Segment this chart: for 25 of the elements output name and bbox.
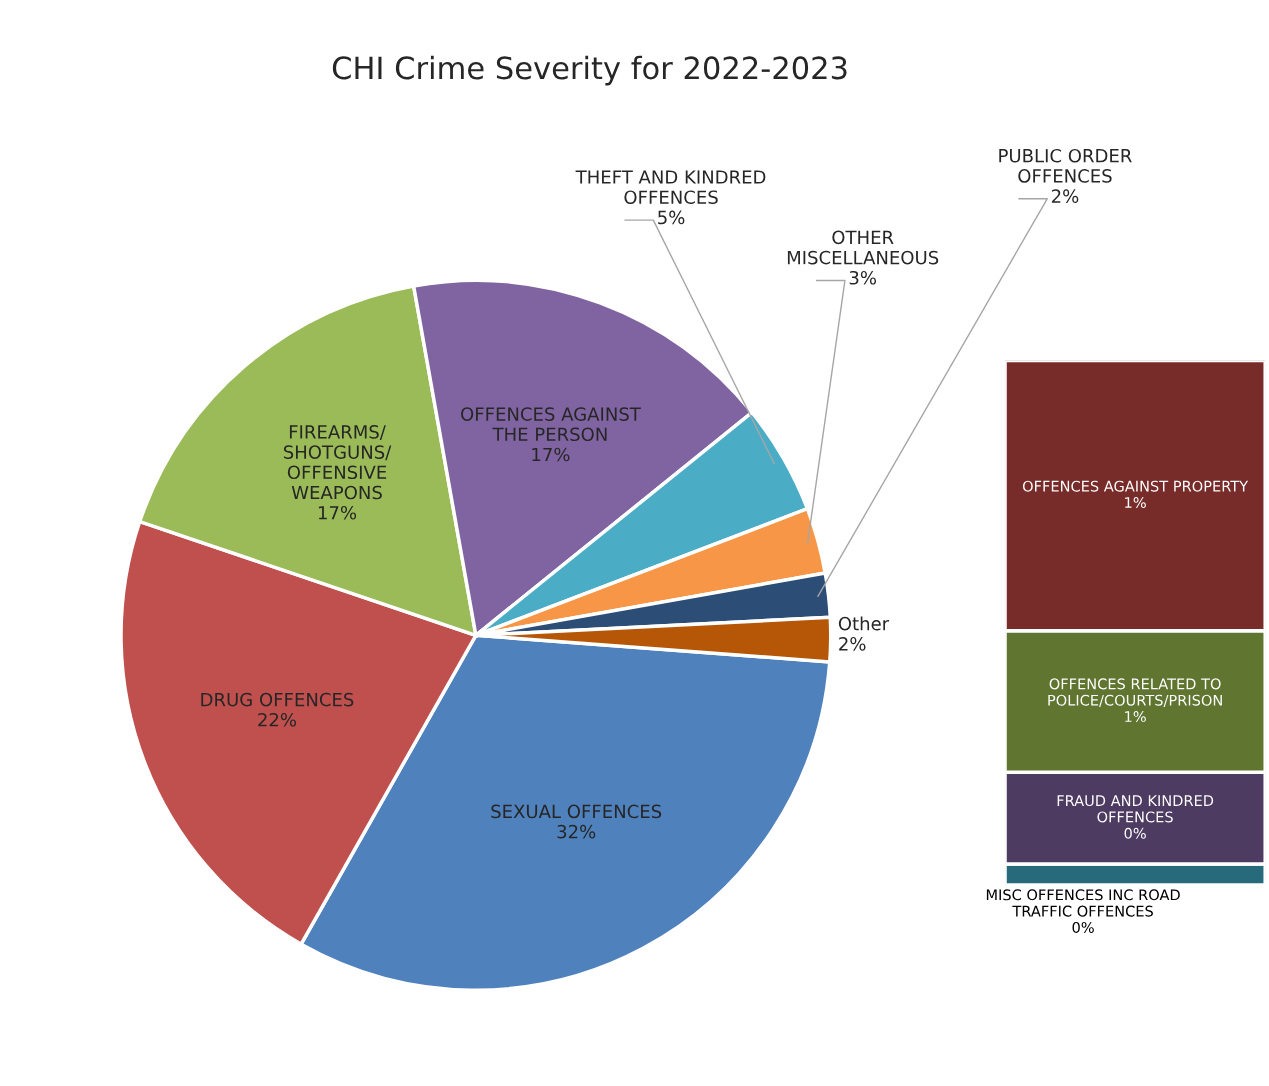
slice-label: OTHER MISCELLANEOUS <box>787 230 939 265</box>
data-label: 17% <box>318 505 357 520</box>
slice-label: OFFENCES AGAINST THE PERSON <box>461 407 641 442</box>
data-label: 3% <box>849 270 877 285</box>
slice-label: Other <box>838 616 890 631</box>
slice-label: THEFT AND KINDRED OFFENCES <box>575 170 766 205</box>
data-label: 1% <box>1125 496 1146 509</box>
data-label: 32% <box>557 824 596 839</box>
data-label: 2% <box>839 637 866 651</box>
data-label: 22% <box>258 712 297 727</box>
slice-label: DRUG OFFENCES <box>201 692 354 707</box>
data-label: 2% <box>1051 189 1079 203</box>
data-label: 17% <box>532 447 570 462</box>
data-label: 0% <box>1072 921 1094 933</box>
series-label: OFFENCES RELATED TO POLICE/COURTS/PRISON <box>1048 678 1222 707</box>
series-label: OFFENCES AGAINST PROPERTY <box>1022 480 1249 492</box>
series-label: FRAUD AND KINDRED OFFENCES <box>1057 795 1214 823</box>
slice-label: SEXUAL OFFENCES <box>491 804 662 819</box>
data-label: 1% <box>1125 711 1146 723</box>
data-label: 0% <box>1124 827 1146 839</box>
data-label: 5% <box>658 210 685 225</box>
slice-label: FIREARMS/ SHOTGUNS/ OFFENSIVE WEAPONS <box>283 425 392 500</box>
slice-label: PUBLIC ORDER OFFENCES <box>999 148 1132 183</box>
series-label: MISC OFFENCES INC ROAD TRAFFIC OFFENCES <box>986 889 1180 917</box>
chart-title: CHI Crime Severity for 2022-2023 <box>332 55 847 86</box>
